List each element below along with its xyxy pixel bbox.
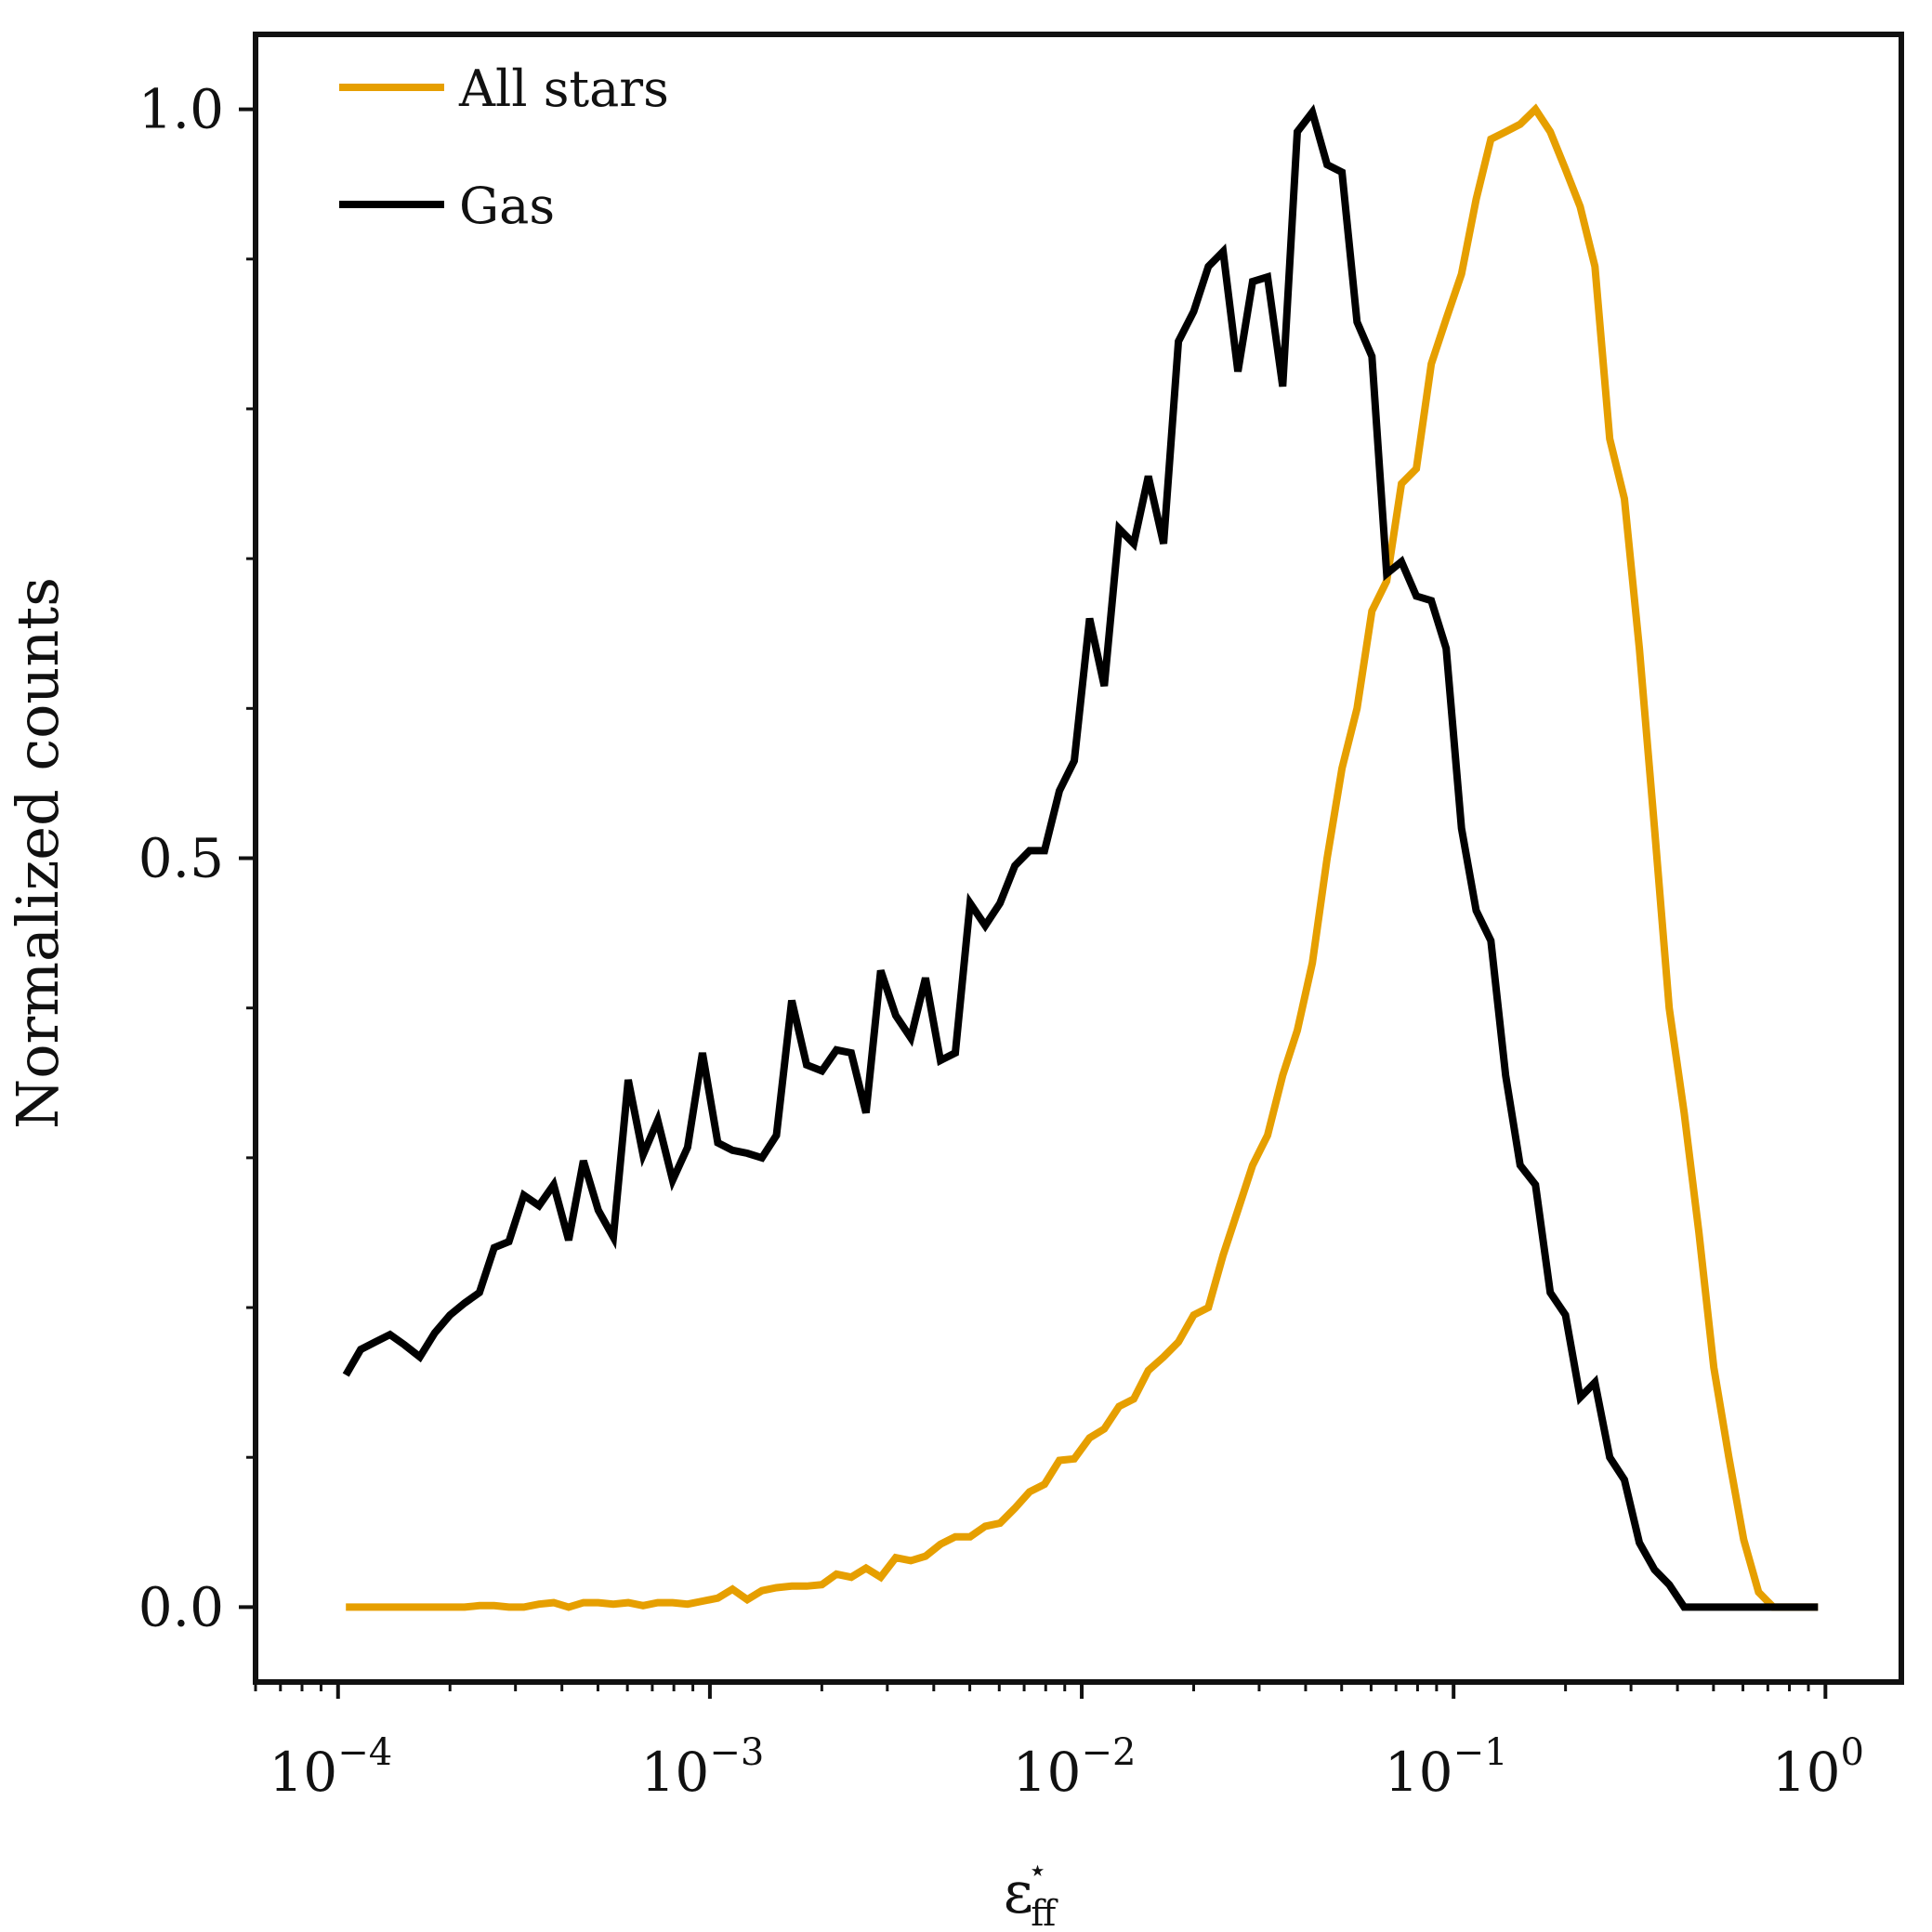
series-line-all-stars xyxy=(346,103,1819,1611)
y-axis-label: Normalized counts xyxy=(4,577,72,1129)
x-tick-label: 100 xyxy=(1772,1731,1864,1804)
legend-label-gas: Gas xyxy=(459,177,555,235)
y-tick-label: 0.0 xyxy=(138,1575,224,1638)
legend-label-all-stars: All stars xyxy=(458,59,669,118)
x-tick-label: 10−4 xyxy=(269,1731,392,1804)
x-axis: 10−4 10−3 10−2 10−1 100 xyxy=(254,1682,1864,1804)
x-tick-label: 10−3 xyxy=(641,1731,765,1804)
legend: All stars Gas xyxy=(339,59,669,235)
x-axis-label-subscript: ff xyxy=(1031,1893,1058,1932)
x-tick-label: 10−2 xyxy=(1013,1731,1137,1804)
y-tick-label: 1.0 xyxy=(138,78,224,141)
x-axis-label-symbol: ε xyxy=(1004,1859,1033,1926)
y-tick-label: 0.5 xyxy=(138,827,224,890)
x-tick-label: 10−1 xyxy=(1385,1731,1508,1804)
x-axis-label-superscript: ⋆ xyxy=(1028,1852,1047,1889)
y-axis: 0.0 0.5 1.0 xyxy=(138,78,256,1638)
series-layer xyxy=(342,103,1819,1611)
series-line-gas xyxy=(342,104,1819,1611)
x-axis-label: ε⋆ ff xyxy=(1004,1852,1058,1932)
